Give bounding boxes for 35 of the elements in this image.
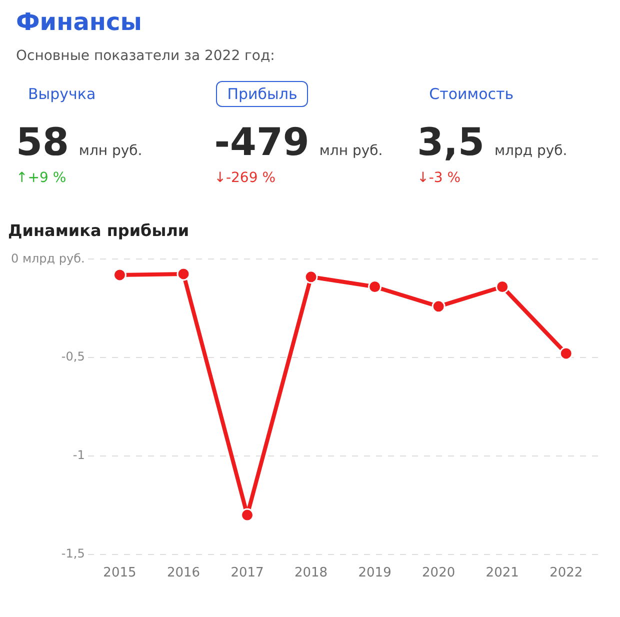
y-tick-label: -1,5: [61, 546, 85, 561]
y-tick-label: -0,5: [61, 350, 85, 364]
x-tick-label: 2018: [294, 566, 328, 581]
y-tick-label: 0 млрд руб.: [10, 251, 85, 266]
point: [368, 280, 382, 294]
point: [304, 270, 318, 284]
text: Основные показатели за 2022 год:: [16, 48, 276, 64]
text: млрд руб.: [494, 143, 568, 159]
x-tick-label: 2019: [358, 566, 392, 581]
text: млн руб.: [78, 143, 142, 159]
text: ↓-3 %: [417, 170, 462, 186]
text: Финансы: [16, 8, 143, 36]
text: -479: [214, 120, 310, 164]
text: млн руб.: [319, 143, 383, 159]
x-tick-label: 2017: [230, 566, 264, 581]
text: ↓-269 %: [214, 170, 276, 186]
x-tick-label: 2016: [166, 566, 200, 581]
point: [559, 346, 573, 360]
point: [240, 508, 254, 522]
chart-title: Динамика прибыли: [8, 220, 190, 240]
x-tick-label: 2022: [550, 566, 583, 581]
x-tick-label: 2021: [486, 566, 519, 581]
text: Выручка: [27, 85, 96, 103]
text: 58: [16, 120, 69, 164]
text: Стоимость: [428, 85, 514, 103]
point: [112, 268, 126, 282]
point: [432, 300, 446, 314]
point: [176, 267, 190, 281]
y-tick-label: -1: [72, 448, 85, 462]
tab-button: Прибыль: [216, 81, 308, 107]
text: ↑+9 %: [16, 170, 68, 186]
text: 3,5: [417, 120, 484, 164]
x-tick-label: 2015: [103, 566, 136, 581]
point: [496, 280, 510, 294]
x-tick-label: 2020: [422, 566, 456, 581]
